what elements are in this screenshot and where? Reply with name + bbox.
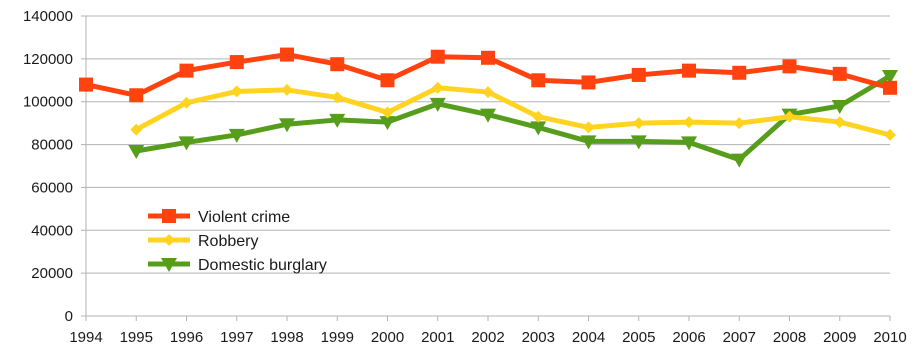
data-point [330,57,345,72]
data-point [833,116,846,129]
legend-label: Domestic burglary [198,257,327,274]
data-point [228,128,245,143]
data-point [480,108,496,123]
data-point [381,106,394,119]
x-tick-label: 2005 [622,329,655,346]
x-tick-label: 1997 [220,329,253,346]
y-tick-label: 20000 [31,265,73,282]
data-point [429,97,446,112]
y-tick-label: 60000 [31,179,73,196]
x-tick-label: 2008 [773,329,806,346]
data-point [581,75,596,90]
data-point [530,121,547,136]
data-point [683,116,695,129]
data-point [630,135,647,150]
x-tick-label: 1994 [69,329,102,346]
data-point [782,59,797,74]
legend-swatch-marker [162,209,176,223]
x-tick-label: 2000 [371,329,404,346]
x-tick-label: 2001 [421,329,454,346]
data-point [532,110,545,123]
y-tick-label: 120000 [23,51,73,68]
data-point [482,86,494,99]
data-point [178,136,195,151]
x-tick-label: 1999 [321,329,354,346]
data-point [130,123,143,136]
data-point [580,135,597,150]
x-tick-label: 1998 [270,329,303,346]
legend-label: Robbery [198,233,258,250]
data-point [732,65,747,80]
data-point [481,50,495,65]
legend-item: Domestic burglary [148,257,327,274]
y-tick-label: 0 [65,308,73,325]
y-tick-label: 100000 [23,94,73,111]
data-point [831,100,848,114]
series-line [133,73,893,163]
x-tick-label: 2003 [522,329,555,346]
data-point [632,117,645,130]
data-point [229,55,244,70]
series-violent-crime [79,47,897,103]
legend-swatch-marker [163,234,175,246]
data-point [882,70,898,84]
x-axis-tick-labels: 1994 1995 1996 1997 1998 1999 2000 2001 2002 2003… [69,329,906,346]
data-point [832,66,847,81]
data-point [883,80,897,95]
data-point [230,85,243,98]
grid-lines [81,15,891,321]
data-point [681,136,697,151]
x-tick-label: 2004 [572,329,605,346]
data-point [280,47,294,62]
data-point [281,83,293,96]
y-tick-label: 140000 [23,8,73,25]
legend-label: Violent crime [198,209,290,226]
data-point [733,117,746,130]
data-point [180,96,193,109]
legend-item: Violent crime [148,209,290,226]
data-point [279,118,295,133]
data-point [631,67,646,82]
data-point [380,73,395,88]
x-tick-label: 1995 [120,329,153,346]
y-tick-label: 40000 [31,222,73,239]
series-line [133,85,893,138]
data-point [682,63,696,78]
data-point [179,63,194,78]
x-tick-label: 2007 [723,329,756,346]
x-tick-label: 2002 [471,329,504,346]
data-point [379,116,396,131]
x-tick-label: 2009 [823,329,856,346]
legend-swatch-marker [161,258,177,272]
x-tick-label: 1996 [170,329,203,346]
data-point [582,121,595,134]
data-point [331,91,344,104]
data-point [731,153,748,168]
y-axis-tick-labels: 0 20000 40000 60000 80000 100000 120000 140000 [23,8,73,325]
data-point [128,145,145,159]
series-layer [79,47,898,168]
data-point [531,73,546,88]
data-point [430,49,445,64]
series-robbery [130,81,896,141]
legend-item: Robbery [148,233,258,250]
data-point [129,88,144,103]
data-point [884,128,896,141]
data-point [79,77,93,92]
data-point [431,81,444,94]
x-tick-label: 2010 [873,329,906,346]
series-domestic-burglary [128,70,898,168]
y-tick-label: 80000 [31,137,73,154]
x-tick-label: 2006 [672,329,705,346]
data-point [329,113,346,128]
legend: Violent crime Robbery Domestic burglary [148,209,327,274]
data-point [783,110,796,123]
